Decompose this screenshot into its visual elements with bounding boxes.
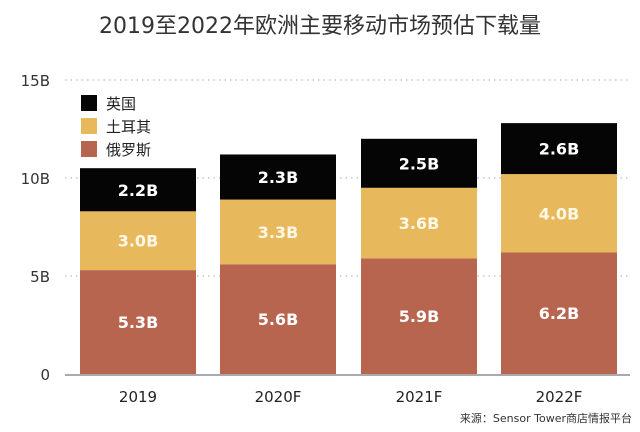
x-tick-label: 2019 <box>119 388 157 406</box>
legend-swatch <box>81 141 97 157</box>
data-label: 3.0B <box>118 232 159 251</box>
bar-segment <box>80 168 196 212</box>
data-label: 5.6B <box>258 310 299 329</box>
bar-segment <box>361 138 477 188</box>
bar-segment <box>220 154 336 200</box>
bar-segment <box>361 187 477 259</box>
bar-segment <box>80 211 196 271</box>
data-label: 2.2B <box>118 181 159 200</box>
bar-segment <box>220 199 336 265</box>
legend-label: 俄罗斯 <box>106 141 151 159</box>
bar-segment <box>80 270 196 374</box>
legend-label: 英国 <box>106 95 136 113</box>
legend-swatch <box>81 118 97 134</box>
data-label: 2.3B <box>258 168 299 187</box>
data-label: 6.2B <box>539 304 580 323</box>
bar-segment <box>361 258 477 374</box>
x-tick-label: 2020F <box>255 388 302 406</box>
chart-title: 2019至2022年欧洲主要移动市场预估下载量 <box>99 14 541 39</box>
data-label: 5.3B <box>118 313 159 332</box>
bar-segment <box>501 252 617 374</box>
y-tick-label: 15B <box>21 72 50 90</box>
x-tick-label: 2021F <box>396 388 443 406</box>
data-label: 3.6B <box>399 214 440 233</box>
data-label: 4.0B <box>539 204 580 223</box>
data-label: 3.3B <box>258 223 299 242</box>
source-note: 来源：Sensor Tower商店情报平台 <box>459 412 632 425</box>
data-label: 5.9B <box>399 307 440 326</box>
x-tick-label: 2022F <box>536 388 583 406</box>
legend-swatch <box>81 95 97 111</box>
data-label: 2.6B <box>539 140 580 159</box>
y-tick-label: 0 <box>40 366 50 384</box>
bar-segment <box>501 123 617 175</box>
y-tick-label: 10B <box>21 170 50 188</box>
bar-segment <box>501 174 617 253</box>
data-label: 2.5B <box>399 154 440 173</box>
y-tick-label: 5B <box>30 268 50 286</box>
bar-segment <box>220 264 336 374</box>
legend-label: 土耳其 <box>106 118 151 136</box>
